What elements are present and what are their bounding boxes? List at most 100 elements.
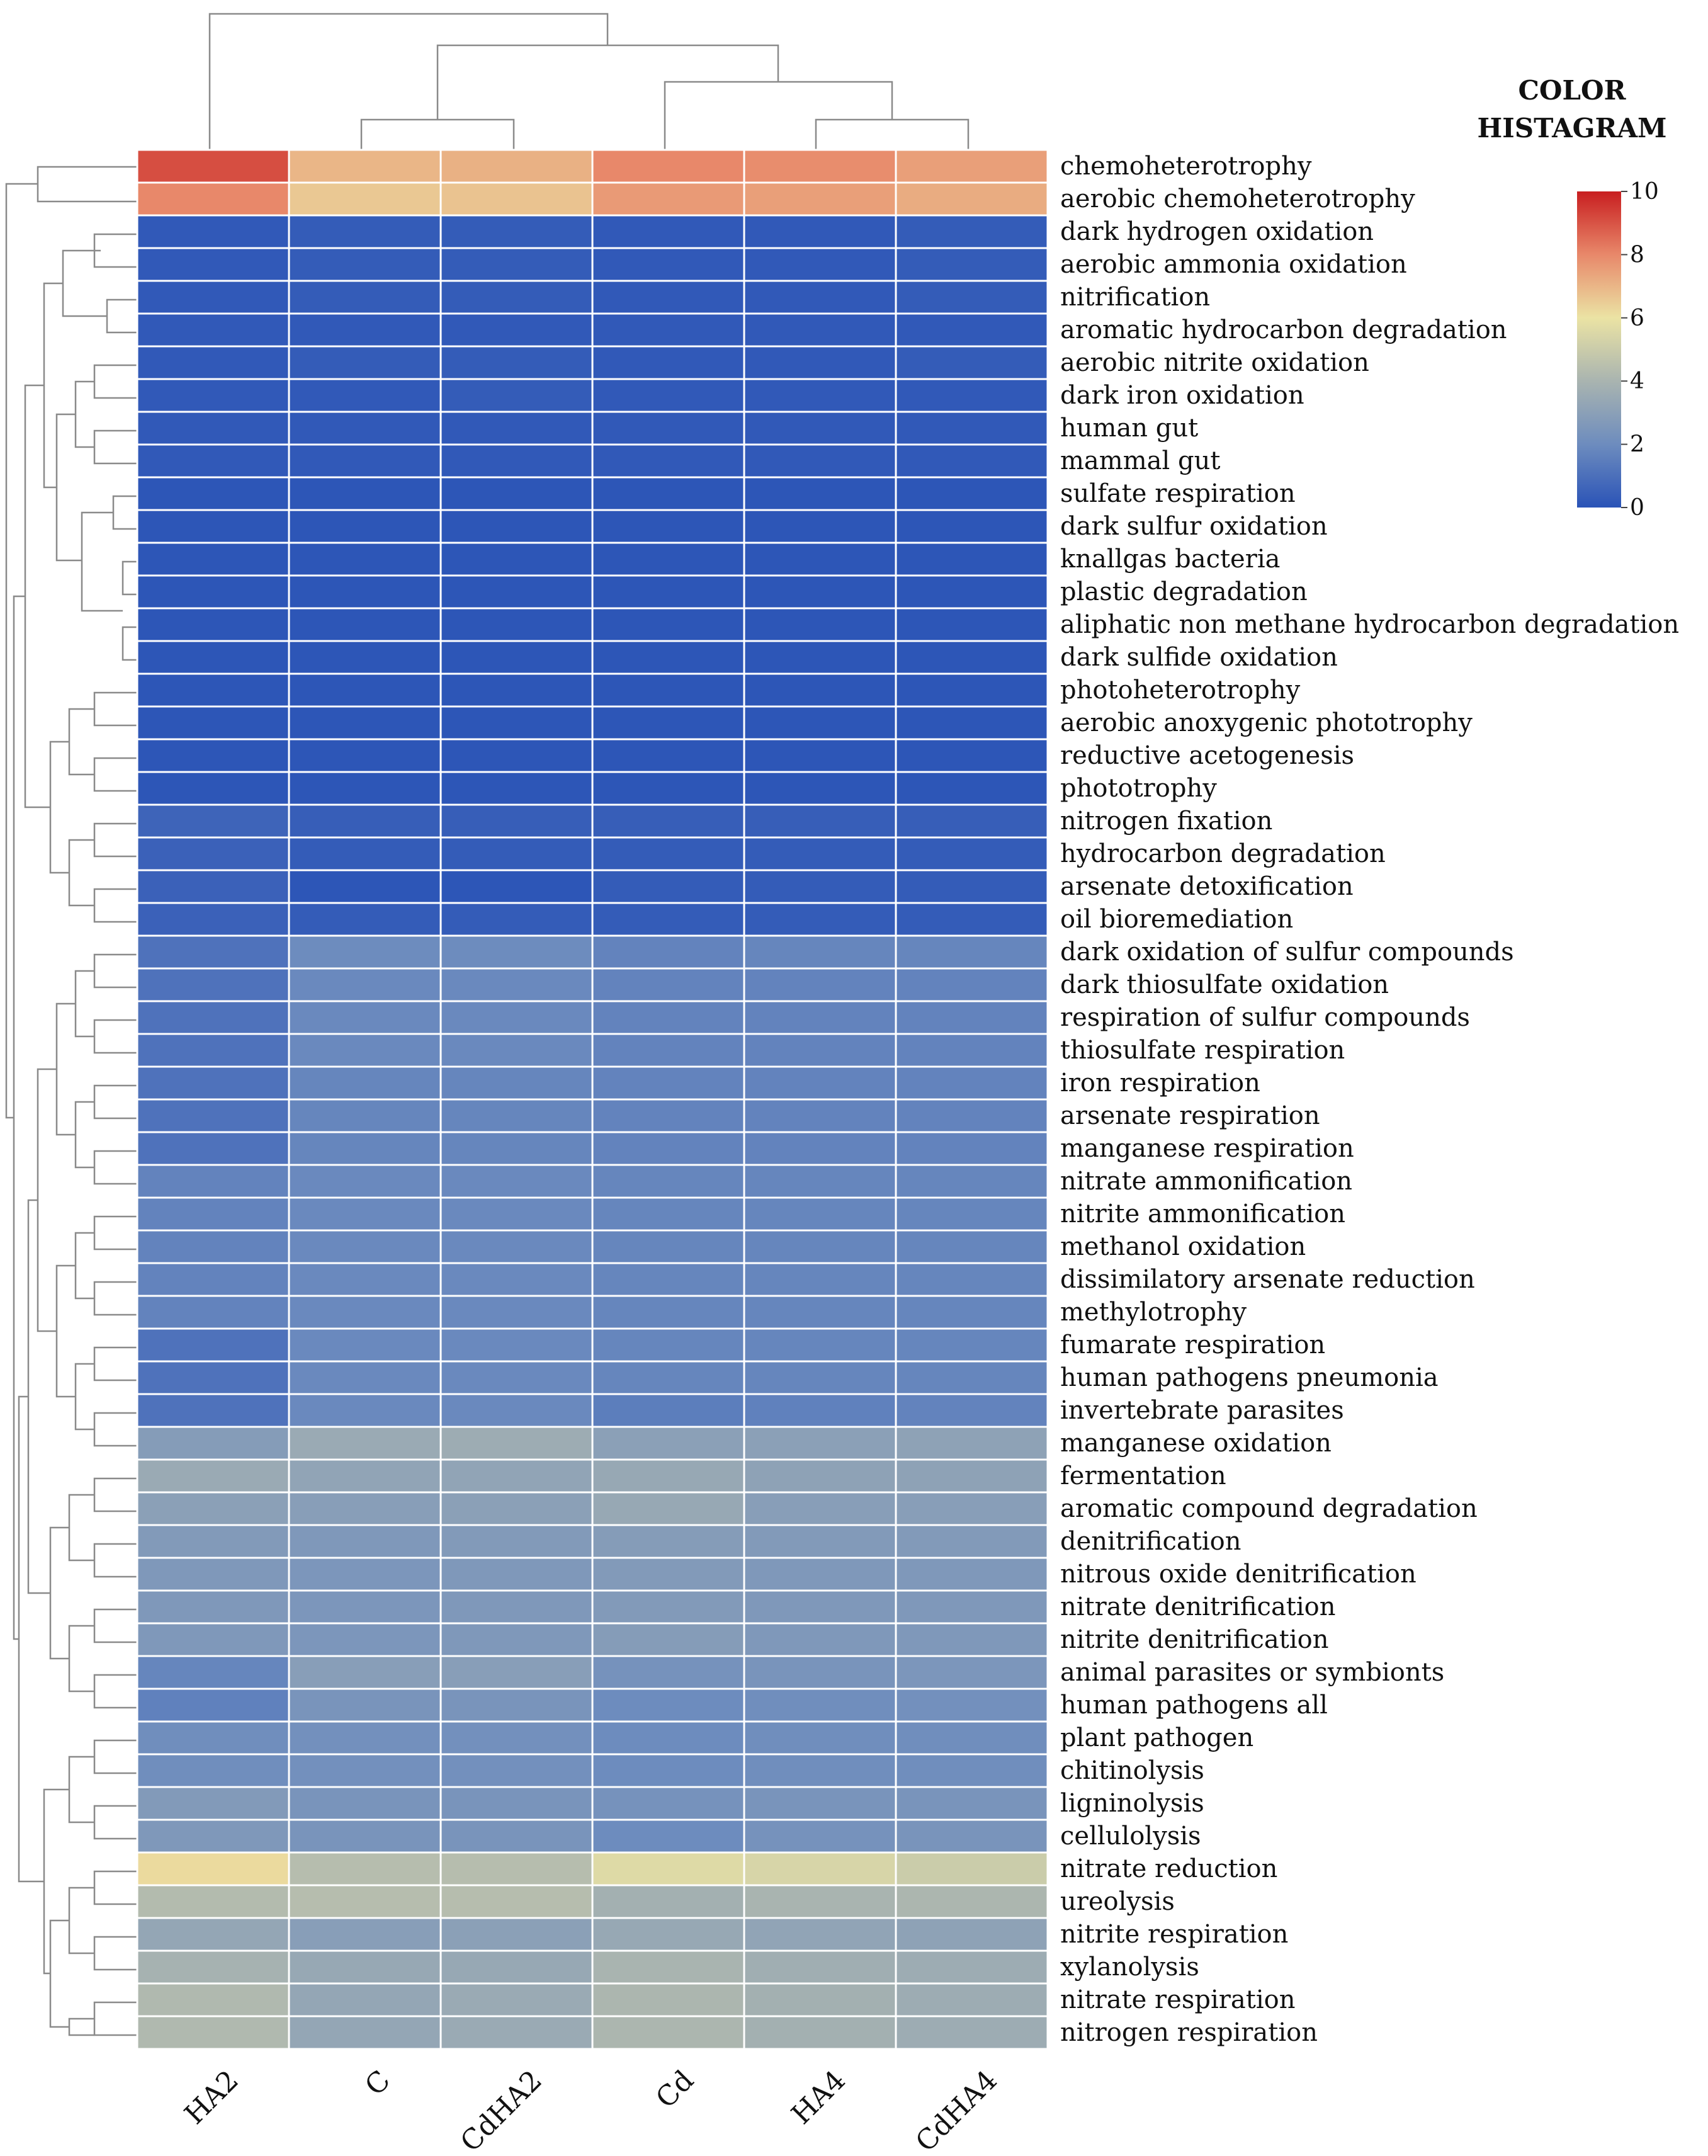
heatmap-cell [288, 1426, 442, 1461]
row-label: arsenate respiration [1060, 1101, 1320, 1130]
row-label: hydrocarbon degradation [1060, 839, 1386, 868]
heatmap-cell [288, 771, 442, 806]
heatmap-cell [591, 2015, 745, 2050]
heatmap-cell [136, 705, 290, 740]
heatmap-cell [591, 214, 745, 249]
row-label: nitrate reduction [1060, 1854, 1277, 1883]
heatmap-cell [439, 902, 594, 937]
heatmap-cell [895, 1065, 1049, 1101]
row-label: dark oxidation of sulfur compounds [1060, 938, 1514, 967]
heatmap-cell [591, 836, 745, 871]
heatmap-cell [136, 1884, 290, 1919]
heatmap-cell [743, 1426, 897, 1461]
heatmap-cell [439, 1393, 594, 1428]
heatmap-cell [895, 1131, 1049, 1166]
color-scale-ticks: 0 2 4 6 8 10 [1621, 179, 1659, 521]
heatmap-cell [136, 574, 290, 610]
heatmap-cell [743, 1589, 897, 1625]
heatmap-cell [439, 1196, 594, 1232]
heatmap-cell [743, 1164, 897, 1199]
heatmap-cell [288, 1720, 442, 1756]
heatmap-cell [743, 1524, 897, 1559]
heatmap-cell [439, 1131, 594, 1166]
heatmap-cell [136, 672, 290, 708]
heatmap-cell [895, 771, 1049, 806]
heatmap-cell [136, 934, 290, 970]
heatmap-cell [895, 247, 1049, 282]
heatmap-cell [591, 1196, 745, 1232]
heatmap-cell [288, 1917, 442, 1952]
heatmap-cell [743, 1720, 897, 1756]
heatmap-cell [895, 1851, 1049, 1886]
heatmap-cell [743, 1229, 897, 1264]
heatmap-cell [743, 1557, 897, 1592]
heatmap-cell [895, 1786, 1049, 1821]
row-label: aerobic anoxygenic phototrophy [1060, 708, 1473, 737]
color-scale-tick-label: 6 [1630, 305, 1644, 331]
heatmap-cell [439, 247, 594, 282]
heatmap-cell [895, 1393, 1049, 1428]
heatmap-cell [743, 738, 897, 773]
heatmap-cell [136, 149, 290, 184]
heatmap-cell [743, 1949, 897, 1985]
heatmap-cell [439, 1491, 594, 1526]
heatmap-cell [136, 345, 290, 380]
heatmap-cell [136, 280, 290, 315]
heatmap-cell [288, 1589, 442, 1625]
heatmap-cell [591, 803, 745, 839]
heatmap-cell [439, 1426, 594, 1461]
heatmap-cell [591, 1851, 745, 1886]
heatmap-cell [288, 1753, 442, 1788]
heatmap-cell [439, 1033, 594, 1068]
heatmap-cell [895, 640, 1049, 675]
heatmap-cell [439, 1949, 594, 1985]
row-label: dark sulfur oxidation [1060, 512, 1328, 541]
column-labels: HA2 C CdHA2 Cd HA4 CdHA4 [178, 2064, 1003, 2156]
heatmap-cell [288, 542, 442, 577]
heatmap-cell [136, 1589, 290, 1625]
heatmap-cell [591, 869, 745, 904]
heatmap-cell [288, 1229, 442, 1264]
row-label: aerobic nitrite oxidation [1060, 348, 1369, 377]
heatmap-cell [591, 1589, 745, 1625]
heatmap-cell [591, 1458, 745, 1494]
heatmap-cell [439, 967, 594, 1002]
heatmap-cell [743, 411, 897, 446]
heatmap-cell [439, 672, 594, 708]
heatmap-cell [136, 1818, 290, 1854]
heatmap-cell [439, 803, 594, 839]
row-label: sulfate respiration [1060, 479, 1296, 508]
heatmap-cell [288, 1786, 442, 1821]
heatmap-cell [439, 1982, 594, 2017]
row-label: reductive acetogenesis [1060, 741, 1354, 770]
heatmap-cell [136, 411, 290, 446]
heatmap-cell [288, 1982, 442, 2017]
heatmap-cell [288, 280, 442, 315]
row-label: fermentation [1060, 1461, 1226, 1490]
heatmap-cell [591, 1393, 745, 1428]
heatmap-cell [136, 607, 290, 642]
heatmap-cell [439, 1818, 594, 1854]
heatmap-cell [136, 1327, 290, 1363]
heatmap-cell [895, 1458, 1049, 1494]
heatmap-cell [288, 1622, 442, 1657]
heatmap-cell [591, 149, 745, 184]
heatmap-cell [288, 1196, 442, 1232]
heatmap-cell [895, 1753, 1049, 1788]
heatmap-cell [743, 803, 897, 839]
heatmap-cell [743, 1786, 897, 1821]
heatmap-cell [895, 1917, 1049, 1952]
heatmap-cell [439, 2015, 594, 2050]
heatmap-cell [591, 411, 745, 446]
heatmap-cell [288, 443, 442, 479]
heatmap-cell [136, 738, 290, 773]
heatmap-cell [439, 607, 594, 642]
heatmap-cell [439, 476, 594, 511]
column-label: Cd [650, 2064, 700, 2114]
heatmap-cell [136, 378, 290, 413]
heatmap-cell [288, 1524, 442, 1559]
heatmap-cell [591, 1033, 745, 1068]
row-label: aerobic ammonia oxidation [1060, 250, 1407, 279]
heatmap-cell [895, 1524, 1049, 1559]
heatmap-cell [743, 509, 897, 544]
